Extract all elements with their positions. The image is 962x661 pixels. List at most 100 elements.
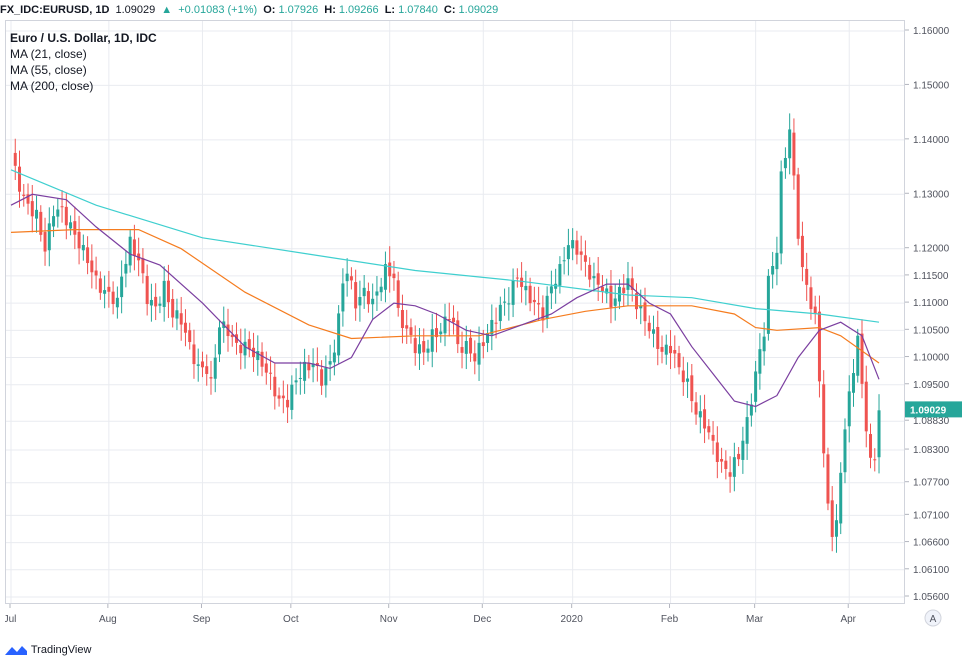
candle-body	[307, 363, 311, 371]
candle-body	[669, 345, 673, 354]
time-tick-label: Apr	[840, 614, 856, 625]
candle-body	[81, 244, 85, 251]
candle-body	[217, 327, 221, 355]
time-axis[interactable]: Jul Aug Sep Oct Nov Dec 2020 Feb Mar Apr	[4, 604, 905, 632]
candle-body	[226, 324, 230, 337]
symbol-label[interactable]: FX_IDC:EURUSD, 1D	[0, 4, 110, 16]
candle-body	[158, 303, 162, 306]
candle-body	[247, 339, 251, 350]
high-value: 1.09266	[338, 4, 379, 16]
candle-body	[507, 303, 511, 305]
candle-body	[298, 377, 302, 379]
legend-ma21[interactable]: MA (21, close)	[10, 47, 87, 61]
candle-body	[315, 362, 319, 367]
candle-body	[443, 316, 447, 334]
tradingview-logo-icon[interactable]	[4, 643, 28, 657]
close-label: C:	[443, 4, 456, 16]
time-tick-label: Sep	[193, 614, 211, 625]
candle-body	[639, 305, 643, 309]
candle-body	[724, 460, 728, 470]
candle-body	[439, 331, 443, 335]
candle-body	[541, 307, 545, 321]
candle-body	[800, 235, 804, 268]
low-value: 1.07840	[398, 4, 438, 16]
candle-body	[609, 285, 613, 308]
candle-body	[549, 286, 553, 294]
candle-body	[456, 320, 460, 345]
candle-body	[30, 201, 34, 217]
candle-body	[447, 319, 451, 321]
candle-body	[481, 342, 485, 347]
candle-body	[856, 335, 860, 376]
candle-body	[18, 166, 22, 192]
price-tick-label: 1.15000	[913, 80, 950, 91]
ma55-line	[10, 229, 880, 364]
legend-ma200[interactable]: MA (200, close)	[10, 79, 94, 93]
candle-body	[762, 336, 766, 352]
auto-scale-button[interactable]	[924, 609, 942, 627]
time-tick-label: Aug	[99, 614, 117, 625]
candle-body	[22, 194, 26, 196]
legend-title[interactable]: Euro / U.S. Dollar, 1D, IDC	[10, 31, 157, 45]
candle-body	[732, 457, 736, 477]
candle-body	[452, 317, 456, 323]
candle-body	[690, 375, 694, 402]
candle-body	[486, 333, 490, 343]
candle-body	[281, 395, 285, 399]
candle-body	[528, 285, 532, 304]
candle-body	[115, 297, 119, 308]
chart-pane[interactable]	[5, 20, 905, 604]
candle-body	[826, 454, 830, 504]
candle-body	[35, 209, 39, 219]
candle-body	[303, 361, 307, 381]
candle-body	[252, 347, 256, 357]
candle-body	[503, 301, 507, 303]
price-tick-label: 1.06100	[913, 565, 950, 576]
candle-body	[145, 276, 149, 305]
candle-body	[124, 263, 128, 274]
candle-body	[864, 381, 868, 432]
candle-body	[469, 337, 473, 354]
candle-body	[839, 472, 843, 524]
candle-body	[396, 280, 400, 308]
candle-body	[273, 376, 277, 397]
candle-body	[558, 264, 562, 286]
candle-body	[358, 296, 362, 306]
candle-body	[341, 283, 345, 312]
price-tick-label: 1.06600	[913, 538, 950, 549]
candle-body	[703, 409, 707, 429]
candle-body	[269, 372, 273, 374]
candle-body	[571, 240, 575, 249]
candle-body	[320, 369, 324, 386]
candle-body	[256, 351, 260, 361]
legend-ma55[interactable]: MA (55, close)	[10, 63, 87, 77]
candle-body	[90, 260, 94, 273]
candle-body	[477, 342, 481, 365]
candle-body	[847, 391, 851, 427]
candle-body	[783, 157, 787, 169]
candle-body	[324, 367, 328, 386]
candle-body	[354, 282, 358, 309]
candle-body	[498, 304, 502, 322]
candle-body	[809, 287, 813, 310]
candle-body	[643, 302, 647, 322]
candle-body	[366, 291, 370, 305]
low-label: L:	[384, 4, 396, 16]
ma200-line	[10, 169, 880, 323]
price-tick-label: 1.11000	[913, 298, 949, 309]
candle-body	[575, 240, 579, 255]
candle-body	[834, 520, 838, 537]
time-tick-label: 2020	[561, 614, 584, 625]
candle-body	[830, 500, 834, 537]
candle-body	[73, 221, 77, 235]
candle-body	[877, 410, 881, 458]
candle-body	[375, 291, 379, 296]
price-axis[interactable]: 1.16000 1.15000 1.14000 1.13000 1.12000 1.115…	[905, 20, 962, 604]
candle-body	[175, 310, 179, 319]
candle-body	[788, 129, 792, 159]
candle-body	[694, 402, 698, 415]
brand-label[interactable]: TradingView	[30, 644, 92, 656]
candle-body	[409, 327, 413, 335]
time-tick-label: Oct	[283, 614, 299, 625]
candle-body	[103, 290, 107, 294]
